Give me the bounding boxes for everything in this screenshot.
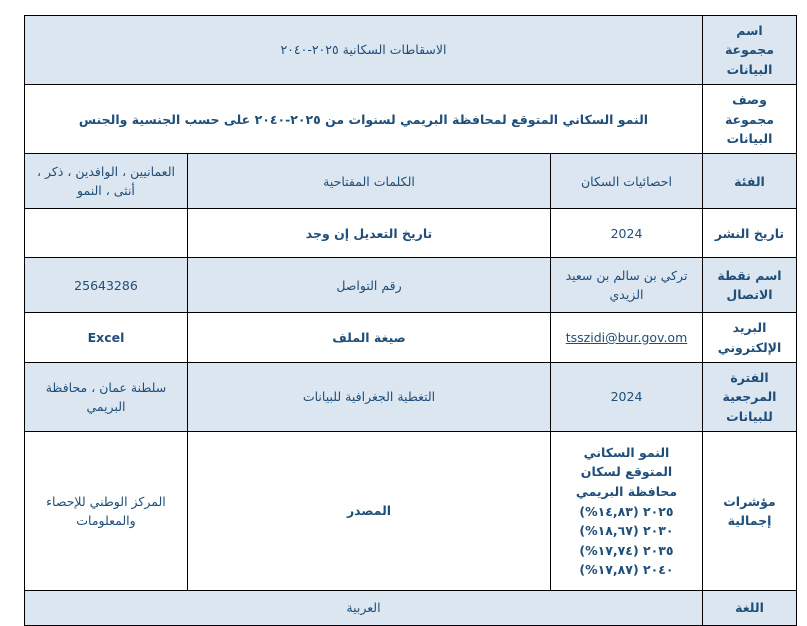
row-value-email-cell: tsszidi@bur.gov.om — [550, 312, 703, 363]
table-row-email: البريد الإلكتروني tsszidi@bur.gov.om صيغ… — [23, 312, 797, 363]
row-label-dataset-name: اسم مجموعة البيانات — [702, 14, 797, 86]
row-value-language: العربية — [23, 590, 704, 626]
row-label-contact-point: اسم نقطة الاتصال — [702, 257, 797, 314]
row-value-publish-date: 2024 — [550, 208, 703, 259]
indicators-title: النمو السكاني المتوقع لسكان محافظة البري… — [575, 444, 678, 499]
row-value-contact-point: تركي بن سالم بن سعيد الزيدي — [550, 257, 703, 314]
row-label-dataset-description: وصف مجموعة البيانات — [702, 84, 797, 155]
row-value-source: المركز الوطني للإحصاء والمعلومات — [23, 431, 189, 592]
row-value-modified-date — [23, 208, 189, 259]
table-row-indicators: مؤشرات إجمالية النمو السكاني المتوقع لسك… — [23, 431, 797, 592]
row-value-reference-period: 2024 — [550, 361, 703, 433]
row-label-reference-period: الفترة المرجعية للبيانات — [702, 361, 797, 433]
email-link[interactable]: tsszidi@bur.gov.om — [565, 329, 688, 345]
row-value-indicators: النمو السكاني المتوقع لسكان محافظة البري… — [550, 431, 703, 592]
row-value-file-format: Excel — [23, 312, 189, 363]
document-page: اسم مجموعة البيانات الاسقاطات السكانية ٢… — [23, 14, 797, 626]
table-row-dataset-description: وصف مجموعة البيانات النمو السكاني المتوق… — [23, 84, 797, 155]
dataset-metadata-table: اسم مجموعة البيانات الاسقاطات السكانية ٢… — [23, 14, 797, 626]
row-label-keywords: الكلمات المفتاحية — [187, 153, 551, 210]
row-label-category: الفئة — [702, 153, 797, 210]
row-label-modified-date: تاريخ التعديل إن وجد — [187, 208, 551, 259]
row-label-publish-date: تاريخ النشر — [702, 208, 797, 259]
indicator-line-2035: ٢٠٣٥ (١٧,٧٤%) — [579, 542, 674, 558]
row-value-dataset-name: الاسقاطات السكانية ٢٠٢٥-٢٠٤٠ — [23, 14, 704, 86]
table-row-contact-point: اسم نقطة الاتصال تركي بن سالم بن سعيد ال… — [23, 257, 797, 314]
table-row-category: الفئة احصائيات السكان الكلمات المفتاحية … — [23, 153, 797, 210]
row-value-dataset-description: النمو السكاني المتوقع لمحافظة البريمي لس… — [23, 84, 704, 155]
table-row-publish-date: تاريخ النشر 2024 تاريخ التعديل إن وجد — [23, 208, 797, 259]
row-label-geographic-coverage: التغطية الجغرافية للبيانات — [187, 361, 551, 433]
row-value-category: احصائيات السكان — [550, 153, 703, 210]
indicator-line-2040: ٢٠٤٠ (١٧,٨٧%) — [579, 562, 674, 578]
row-label-phone: رقم التواصل — [187, 257, 551, 314]
row-label-email: البريد الإلكتروني — [702, 312, 797, 363]
indicator-line-2025: ٢٠٢٥ (١٤,٨٣%) — [579, 503, 674, 519]
row-label-language: اللغة — [702, 590, 797, 626]
table-row-reference-period: الفترة المرجعية للبيانات 2024 التغطية ال… — [23, 361, 797, 433]
indicator-line-2030: ٢٠٣٠ (١٨,٦٧%) — [579, 523, 674, 539]
row-label-file-format: صيغة الملف — [187, 312, 551, 363]
table-row-dataset-name: اسم مجموعة البيانات الاسقاطات السكانية ٢… — [23, 14, 797, 86]
row-value-keywords: العمانيين ، الوافدين ، ذكر ، أنثى ، النم… — [23, 153, 189, 210]
row-value-geographic-coverage: سلطنة عمان ، محافظة البريمي — [23, 361, 189, 433]
row-label-source: المصدر — [187, 431, 551, 592]
table-row-language: اللغة العربية — [23, 590, 797, 626]
row-value-phone: 25643286 — [23, 257, 189, 314]
row-label-indicators: مؤشرات إجمالية — [702, 431, 797, 592]
